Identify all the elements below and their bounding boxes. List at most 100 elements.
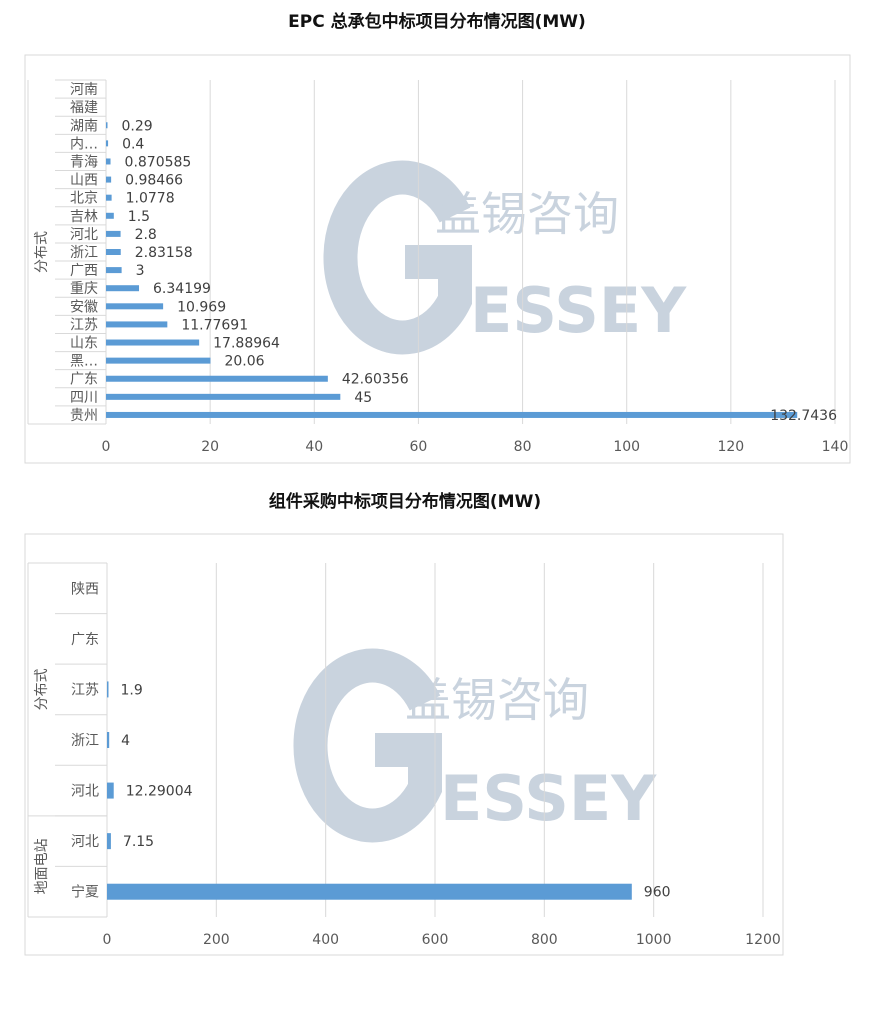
x-tick-label: 0 [102,439,111,455]
group-label: 地面电站 [34,838,50,894]
watermark-logo: ESSEY 盖锡咨询 [323,160,687,355]
data-label: 11.77691 [181,317,248,333]
data-label: 2.8 [135,227,157,243]
category-label: 重庆 [70,281,98,297]
x-tick-label: 80 [514,439,532,455]
data-label: 42.60356 [342,372,409,388]
x-tick-label: 120 [717,439,744,455]
data-label: 7.15 [123,834,154,850]
chart1-title: EPC 总承包中标项目分布情况图(MW) [288,11,586,32]
category-label: 安徽 [70,299,98,315]
category-label: 贵州 [70,408,98,424]
bar [106,339,200,346]
category-label: 浙江 [71,733,99,749]
x-tick-label: 600 [422,932,449,948]
data-label: 2.83158 [135,245,193,261]
category-label: 内… [70,136,98,152]
bar [106,393,341,400]
bar [106,249,121,255]
data-label: 132.7436 [770,408,837,424]
data-label: 960 [644,885,671,901]
category-label: 河北 [71,834,99,850]
category-label: 广东 [71,632,99,648]
category-label: 河北 [70,227,98,243]
x-tick-label: 100 [613,439,640,455]
category-label: 湖南 [70,118,98,134]
bar [106,285,140,292]
category-label: 山东 [70,336,98,352]
x-tick-label: 1000 [636,932,672,948]
watermark-cn: 盖锡咨询 [405,673,589,727]
data-label: 1.0778 [126,191,175,207]
watermark-g-shape [323,160,472,355]
data-label: 20.06 [224,354,264,370]
data-label: 10.969 [177,299,226,315]
watermark-g-shape [293,648,442,843]
category-label: 河北 [71,784,99,800]
data-label: 0.4 [122,136,144,152]
bar [107,833,111,850]
data-label: 3 [136,263,145,279]
x-tick-label: 200 [203,932,230,948]
x-tick-label: 40 [305,439,323,455]
bar [106,212,114,219]
category-label: 黑… [70,354,98,370]
bar [106,176,112,183]
bar [106,267,122,274]
category-label: 四川 [70,390,98,406]
watermark-essey: ESSEY [440,762,657,835]
x-tick-label: 20 [201,439,219,455]
data-label: 6.34199 [153,281,211,297]
bar [106,122,108,129]
x-tick-label: 60 [410,439,428,455]
category-label: 河南 [70,82,98,98]
category-label: 吉林 [70,209,98,225]
bar [106,230,121,237]
bar [106,357,211,364]
category-label: 广东 [70,372,98,388]
category-label: 山西 [70,173,98,189]
x-tick-label: 1200 [745,932,781,948]
watermark-cn: 盖锡咨询 [435,187,619,241]
category-label: 广西 [70,263,98,279]
bar [106,158,111,165]
data-label: 1.5 [128,209,150,225]
bar [106,411,798,418]
data-label: 17.88964 [213,336,280,352]
category-label: 北京 [70,191,98,207]
bar [106,375,328,382]
category-label: 江苏 [71,682,99,698]
category-label: 陕西 [71,581,99,597]
category-label: 江苏 [70,317,98,333]
group-label: 分布式 [34,668,50,710]
x-tick-label: 400 [312,932,339,948]
chart2-frame [24,533,784,956]
data-label: 0.29 [122,118,153,134]
chart1-frame [24,54,851,464]
data-label: 45 [354,390,372,406]
category-label: 宁夏 [71,884,99,901]
bar [107,782,114,799]
data-label: 12.29004 [126,784,193,800]
bar [106,303,164,310]
bar [107,732,110,748]
x-tick-label: 800 [531,932,558,948]
data-label: 0.98466 [125,173,183,189]
bar [106,194,112,201]
category-label: 浙江 [70,245,98,261]
x-tick-label: 0 [103,932,112,948]
bar [107,681,109,698]
bar [106,321,168,328]
data-label: 4 [121,733,130,749]
category-label: 青海 [70,154,98,170]
watermark-essey: ESSEY [470,274,687,347]
group-label: 分布式 [34,231,50,273]
data-label: 1.9 [121,682,143,698]
category-label: 福建 [70,100,98,116]
watermark-logo: ESSEY 盖锡咨询 [293,648,657,843]
chart2-title: 组件采购中标项目分布情况图(MW) [269,491,541,512]
x-tick-label: 140 [822,439,849,455]
